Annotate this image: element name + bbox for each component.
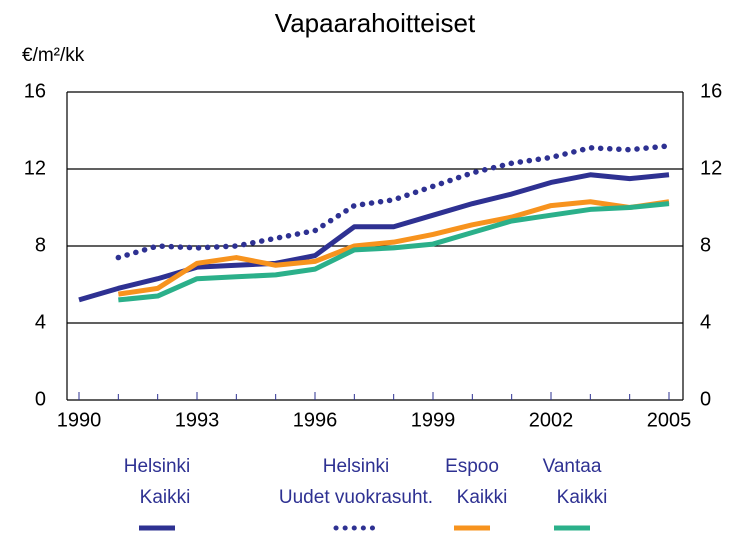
y-tick-label: 8 xyxy=(35,234,46,256)
x-tick-label: 2005 xyxy=(647,409,692,431)
legend-label: Espoo xyxy=(445,456,499,477)
x-tick-label: 1993 xyxy=(175,409,220,431)
x-tick-label: 1999 xyxy=(411,409,456,431)
y2-tick-label: 12 xyxy=(700,157,722,179)
y-tick-label: 0 xyxy=(35,388,46,410)
y2-tick-label: 16 xyxy=(700,80,722,102)
y-tick-label: 4 xyxy=(35,311,46,333)
legend-label: Kaikki xyxy=(557,487,608,508)
y-axis-label: €/m²/kk xyxy=(22,45,85,66)
line-series xyxy=(117,199,670,297)
legend-label: Helsinki xyxy=(323,456,390,477)
legend-label: Kaikki xyxy=(457,487,508,508)
y-tick-label: 16 xyxy=(24,80,46,102)
legend-label: Helsinki xyxy=(124,456,191,477)
line-series xyxy=(118,201,670,303)
x-tick-label: 1996 xyxy=(293,409,338,431)
x-tick-label: 1990 xyxy=(57,409,102,431)
chart-title: Vapaarahoitteiset xyxy=(275,8,476,38)
y2-tick-label: 0 xyxy=(700,388,711,410)
legend-label: Kaikki xyxy=(140,487,191,508)
y2-tick-label: 8 xyxy=(700,234,711,256)
y-tick-label: 12 xyxy=(24,157,46,179)
y2-tick-label: 4 xyxy=(700,311,711,333)
legend-label: Uudet vuokrasuht. xyxy=(279,487,433,508)
line-series xyxy=(115,143,672,261)
x-tick-label: 2002 xyxy=(529,409,574,431)
legend-label: Vantaa xyxy=(543,456,602,477)
